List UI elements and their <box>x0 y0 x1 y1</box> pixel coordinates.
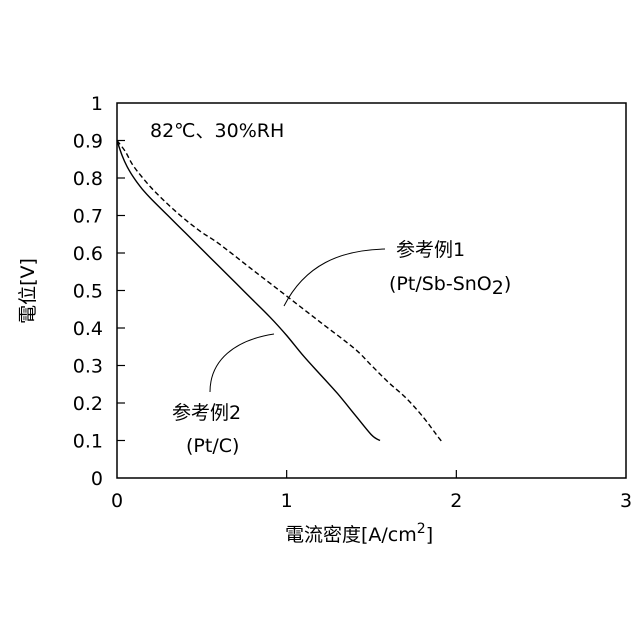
y-tick-label: 0.3 <box>73 356 103 378</box>
x-tick-label: 0 <box>111 490 123 512</box>
series-0-line <box>117 141 380 441</box>
y-tick-label: 0.7 <box>73 206 103 228</box>
series-1-sublabel-subscript: 2 <box>492 277 504 299</box>
series-1-label: 参考例1 <box>396 239 465 261</box>
leader-line-ref2 <box>210 334 274 392</box>
series-0-sublabel: (Pt/C) <box>186 435 239 457</box>
series-0-label: 参考例2 <box>172 402 241 424</box>
x-tick-label: 2 <box>450 490 462 512</box>
y-axis-title: 電位[V] <box>17 258 39 324</box>
condition-label: 82℃、30%RH <box>150 120 284 142</box>
series-1-sublabel: (Pt/Sb-SnO2) <box>389 273 511 299</box>
y-tick-label: 0.8 <box>73 168 103 190</box>
y-tick-label: 0.1 <box>73 431 103 453</box>
x-axis-title-superscript: 2 <box>417 521 426 537</box>
y-tick-label: 0.9 <box>73 131 103 153</box>
y-tick-label: 0.5 <box>73 281 103 303</box>
leader-line-ref1 <box>284 249 385 306</box>
series-1-sublabel-end: ) <box>504 273 511 295</box>
x-tick-label: 1 <box>281 490 293 512</box>
x-axis-title-end: ] <box>426 524 433 546</box>
y-tick-label: 0 <box>91 468 103 490</box>
series-1-sublabel-main: (Pt/Sb-SnO <box>389 273 492 295</box>
x-axis-ticks: 0 1 2 3 <box>111 470 632 512</box>
x-tick-label: 3 <box>620 490 632 512</box>
x-axis-title-main: 電流密度[A/cm <box>285 524 417 546</box>
x-axis-title: 電流密度[A/cm2] <box>285 521 433 546</box>
y-tick-label: 0.4 <box>73 318 103 340</box>
y-tick-label: 1 <box>91 93 103 115</box>
y-tick-label: 0.2 <box>73 393 103 415</box>
y-tick-label: 0.6 <box>73 243 103 265</box>
